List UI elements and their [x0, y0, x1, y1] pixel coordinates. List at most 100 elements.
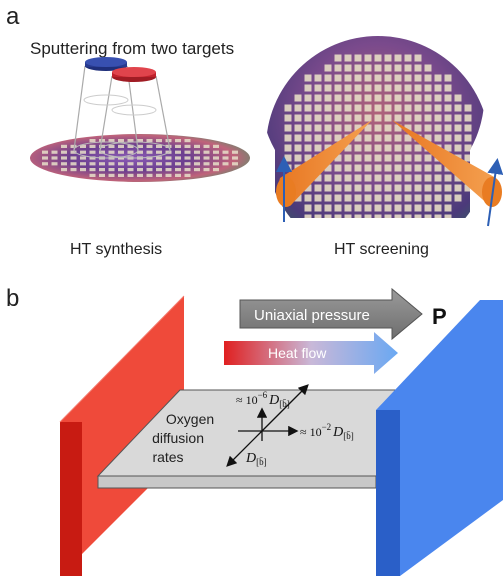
sample-pad — [305, 105, 312, 112]
sample-pad — [465, 105, 472, 112]
sample-pad — [465, 125, 472, 132]
sample-pad — [355, 75, 362, 82]
sample-pad — [385, 165, 392, 172]
sample-pad — [345, 185, 352, 192]
sample-pad — [232, 156, 238, 159]
sample-pad — [166, 162, 172, 165]
sample-pad — [385, 185, 392, 192]
sample-pad — [325, 75, 332, 82]
sample-pad — [335, 75, 342, 82]
sample-pad — [223, 156, 229, 159]
sample-pad — [175, 156, 181, 159]
sample-pad — [415, 145, 422, 152]
sample-pad — [355, 205, 362, 212]
sample-pad — [325, 95, 332, 102]
sample-pad — [185, 162, 191, 165]
sample-pad — [375, 95, 382, 102]
sample-pad — [128, 174, 134, 177]
sample-pad — [395, 85, 402, 92]
sample-pad — [345, 215, 352, 222]
pressure-arrow: Uniaxial pressure — [240, 289, 422, 339]
sample-pad — [385, 155, 392, 162]
sample-pad — [435, 115, 442, 122]
panel-b-label: b — [6, 285, 19, 312]
sample-pad — [355, 155, 362, 162]
cold-wall — [376, 300, 503, 576]
sample-pad — [147, 139, 153, 142]
sample-pad — [325, 105, 332, 112]
sample-pad — [415, 55, 422, 62]
sample-pad — [415, 185, 422, 192]
sample-pad — [325, 195, 332, 202]
sample-pad — [175, 174, 181, 177]
sample-pad — [118, 168, 124, 171]
sample-pad — [435, 175, 442, 182]
sample-pad — [315, 135, 322, 142]
sample-pad — [185, 174, 191, 177]
sample-pad — [365, 115, 372, 122]
sample-pad — [166, 174, 172, 177]
sample-pad — [325, 205, 332, 212]
sample-pad — [213, 162, 219, 165]
sample-pad — [435, 135, 442, 142]
sample-pad — [156, 162, 162, 165]
sample-pad — [185, 145, 191, 148]
sample-pad — [375, 145, 382, 152]
sample-pad — [204, 162, 210, 165]
sample-pad — [80, 156, 86, 159]
screening-illustration — [266, 36, 502, 260]
sample-pad — [223, 151, 229, 154]
sample-pad — [375, 215, 382, 222]
panel-a-label: a — [6, 3, 20, 30]
sample-pad — [395, 55, 402, 62]
sample-pad — [445, 75, 452, 82]
sample-pad — [435, 195, 442, 202]
sample-pad — [385, 65, 392, 72]
sample-pad — [232, 151, 238, 154]
sample-pad — [335, 205, 342, 212]
sample-pad — [345, 195, 352, 202]
sample-pad — [109, 168, 115, 171]
sample-pad — [315, 195, 322, 202]
sample-pad — [365, 165, 372, 172]
sample-pad — [80, 168, 86, 171]
sample-pad — [395, 65, 402, 72]
sample-pad — [445, 95, 452, 102]
sample-pad — [455, 115, 462, 122]
sample-pad — [305, 75, 312, 82]
sample-pad — [455, 95, 462, 102]
sample-pad — [194, 151, 200, 154]
sample-pad — [405, 185, 412, 192]
sample-pad — [415, 85, 422, 92]
sample-pad — [175, 139, 181, 142]
sample-pad — [345, 95, 352, 102]
sample-pad — [335, 55, 342, 62]
sample-pad — [395, 145, 402, 152]
sample-pad — [455, 105, 462, 112]
sample-pad — [425, 165, 432, 172]
sample-pad — [405, 85, 412, 92]
sample-pad — [315, 215, 322, 222]
sample-pad — [335, 195, 342, 202]
sample-pad — [90, 162, 96, 165]
sample-pad — [335, 125, 342, 132]
sample-pad — [175, 151, 181, 154]
sample-pad — [375, 175, 382, 182]
sample-pad — [52, 156, 58, 159]
sample-pad — [109, 151, 115, 154]
sputtering-illustration — [30, 57, 250, 182]
sample-pad — [375, 125, 382, 132]
sample-pad — [204, 145, 210, 148]
sample-pad — [128, 151, 134, 154]
sample-pad — [147, 151, 153, 154]
sample-pad — [355, 185, 362, 192]
heat-flow-arrow: Heat flow — [224, 332, 398, 374]
sample-pad — [345, 85, 352, 92]
sample-pad — [109, 162, 115, 165]
sample-pad — [42, 162, 48, 165]
sample-pad — [425, 105, 432, 112]
sample-pad — [194, 162, 200, 165]
sample-pad — [425, 75, 432, 82]
sample-pad — [355, 215, 362, 222]
sample-pad — [365, 155, 372, 162]
